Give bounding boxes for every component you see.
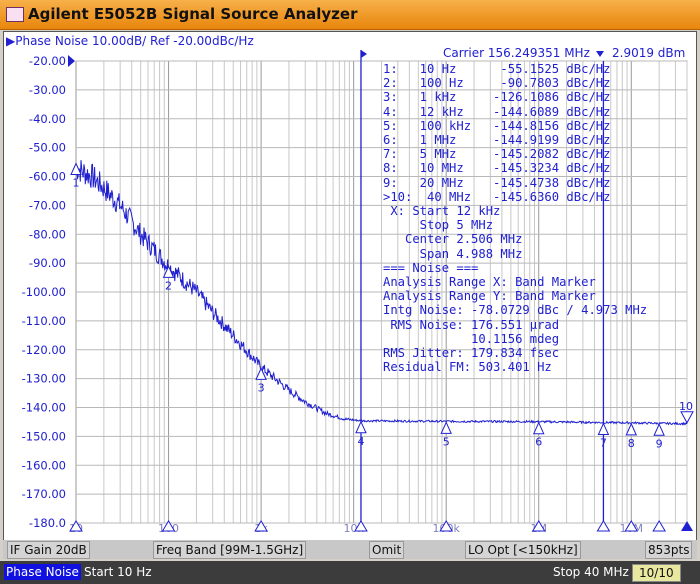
- marker-axis-icon: [652, 520, 667, 532]
- readout-line: Analysis Range Y: Band Marker: [383, 289, 596, 304]
- y-tick-label: -90.00: [29, 256, 66, 270]
- readout-line: 5: 100 kHz -144.8156 dBc/Hz: [383, 118, 611, 133]
- readout-line: Center 2.506 MHz: [383, 232, 523, 247]
- lo-opt-status[interactable]: LO Opt [<150kHz]: [465, 541, 581, 559]
- ref-level-icon: [68, 55, 75, 67]
- readout-line: Span 4.988 MHz: [383, 246, 523, 261]
- readout-line: 9: 20 MHz -145.4738 dBc/Hz: [383, 175, 611, 190]
- marker-9-icon: [653, 423, 665, 436]
- marker-8-icon: [625, 422, 638, 436]
- readout-line: Stop 5 MHz: [383, 218, 494, 233]
- marker-5-icon: [440, 421, 452, 434]
- y-tick-label: -130.00: [22, 372, 66, 386]
- y-tick-label: -70.00: [29, 198, 66, 212]
- app-icon: [6, 7, 24, 22]
- marker-axis-icon: [254, 520, 268, 532]
- y-tick-label: -20.00: [29, 54, 66, 68]
- marker-axis-icon: [69, 520, 83, 532]
- marker-label: 3: [258, 381, 265, 394]
- marker-label: 6: [535, 436, 542, 449]
- y-tick-label: -40.00: [29, 112, 66, 126]
- readout-line: 2: 100 Hz -90.7803 dBc/Hz: [383, 76, 611, 91]
- y-tick-label: -110.00: [22, 314, 66, 328]
- marker-readout: 1: 10 Hz -55.1525 dBc/Hz 2: 100 Hz -90.78…: [383, 62, 647, 374]
- readout-line: Residual FM: 503.401 Hz: [383, 360, 552, 375]
- trace-header[interactable]: ▶Phase Noise 10.00dB/ Ref -20.00dBc/Hz: [6, 34, 254, 48]
- readout-line: 8: 10 MHz -145.3234 dBc/Hz: [383, 161, 611, 176]
- start-freq[interactable]: Start 10 Hz: [84, 565, 152, 579]
- carrier-power: 2.9019 dBm: [612, 46, 686, 60]
- readout-line: >10: 40 MHz -145.6360 dBc/Hz: [383, 189, 611, 204]
- readout-line: === Noise ===: [383, 260, 479, 275]
- marker-axis-icon: [531, 520, 546, 532]
- marker-label: 1: [73, 177, 80, 190]
- readout-line: 4: 12 kHz -144.6089 dBc/Hz: [383, 104, 611, 119]
- phase-noise-chart: -20.00 -30.00 -40.00 -50.00 -60.00 -70.00 -80.…: [22, 50, 694, 535]
- marker-3-icon: [255, 367, 267, 380]
- readout-line: 3: 1 kHz -126.1086 dBc/Hz: [383, 90, 611, 105]
- trace-line: [75, 160, 688, 426]
- marker-axis-icon: [624, 520, 639, 532]
- active-trace-icon: ▶: [6, 34, 16, 48]
- stop-freq[interactable]: Stop 40 MHz: [553, 565, 629, 579]
- points-status[interactable]: 853pts: [645, 541, 693, 559]
- y-tick-label: -150.00: [22, 429, 66, 443]
- marker-axis-icon: [439, 520, 454, 532]
- y-tick-label: -80.00: [29, 227, 66, 241]
- readout-line: X: Start 12 kHz: [383, 204, 501, 219]
- readout-line: RMS Noise: 176.551 µrad: [383, 317, 560, 332]
- y-tick-label: -180.0: [29, 516, 66, 530]
- trace-header-text: Phase Noise 10.00dB/ Ref -20.00dBc/Hz: [15, 34, 254, 48]
- y-tick-label: -170.00: [22, 487, 66, 501]
- y-tick-label: -120.00: [22, 343, 66, 357]
- readout-line: 10.1156 mdeg: [383, 331, 560, 346]
- trace-count: 10/10: [632, 564, 681, 582]
- title-bar: Agilent E5052B Signal Source Analyzer: [0, 0, 700, 30]
- window-title: Agilent E5052B Signal Source Analyzer: [28, 5, 358, 23]
- marker-axis-icon: [681, 521, 693, 531]
- marker-axis-icon: [161, 520, 176, 532]
- readout-line: 1: 10 Hz -55.1525 dBc/Hz: [383, 62, 611, 76]
- marker-10-icon: [680, 411, 694, 424]
- y-tick-label: -60.00: [29, 170, 66, 184]
- marker-label: 7: [600, 437, 607, 450]
- marker-label: 9: [656, 437, 663, 450]
- y-tick-label: -100.00: [22, 285, 66, 299]
- marker-6-icon: [532, 421, 545, 435]
- marker-label: 2: [165, 279, 172, 292]
- if-gain-status[interactable]: IF Gain 20dB: [7, 541, 90, 559]
- freq-band-status[interactable]: Freq Band [99M-1.5GHz]: [153, 541, 307, 559]
- y-tick-label: -140.00: [22, 401, 66, 415]
- band-start-flag-icon: [361, 50, 367, 58]
- marker-2-icon: [162, 265, 175, 278]
- y-tick-label: -30.00: [29, 83, 66, 97]
- marker-4-icon: [355, 420, 367, 434]
- status-bar: IF Gain 20dB Freq Band [99M-1.5GHz] Omit…: [3, 540, 697, 559]
- marker-axis-icon: [596, 520, 611, 532]
- readout-line: Analysis Range X: Band Marker: [383, 275, 596, 290]
- carrier-frequency: Carrier 156.249351 MHz: [443, 46, 590, 60]
- y-tick-label: -50.00: [29, 141, 66, 155]
- marker-label: 5: [443, 435, 450, 448]
- readout-line: 6: 1 MHz -144.9199 dBc/Hz: [383, 133, 611, 148]
- marker-1-icon: [70, 162, 82, 176]
- mode-label[interactable]: Phase Noise: [4, 564, 81, 580]
- marker-axis-icon: [354, 520, 368, 532]
- bottom-bar: Phase Noise Start 10 Hz Stop 40 MHz 10/1…: [0, 561, 700, 584]
- carrier-marker-icon: [596, 51, 604, 57]
- readout-line: RMS Jitter: 179.834 fsec: [383, 346, 560, 361]
- readout-line: 7: 5 MHz -145.2082 dBc/Hz: [383, 147, 611, 162]
- y-tick-label: -160.00: [22, 458, 66, 472]
- marker-label: 4: [357, 435, 364, 448]
- marker-7-icon: [597, 422, 610, 436]
- omit-status[interactable]: Omit: [369, 541, 405, 559]
- readout-line: Intg Noise: -78.0729 dBc / 4.973 MHz: [383, 303, 648, 318]
- marker-label: 8: [628, 437, 635, 450]
- marker-label: 10: [679, 400, 693, 413]
